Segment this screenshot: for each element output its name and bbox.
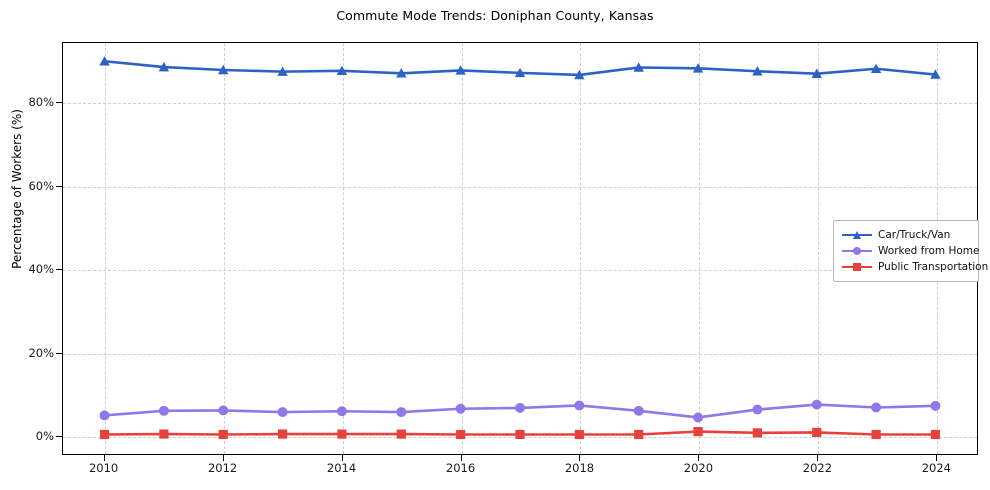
x-tick-label: 2024 — [921, 461, 951, 475]
x-tick-label: 2012 — [207, 461, 238, 475]
data-point-marker — [277, 66, 288, 76]
x-tick-mark — [222, 455, 224, 461]
x-tick-label: 2010 — [88, 461, 119, 475]
legend-item[interactable]: Worked from Home — [842, 243, 979, 258]
x-tick-label: 2014 — [326, 461, 357, 475]
data-point-marker — [99, 410, 110, 421]
x-tick-mark — [460, 455, 462, 461]
data-point-marker — [218, 405, 229, 416]
data-point-marker — [870, 63, 882, 73]
data-point-marker — [337, 429, 347, 439]
data-point-marker — [633, 405, 644, 416]
data-point-marker — [752, 428, 762, 438]
data-point-marker — [871, 402, 882, 413]
data-point-marker — [515, 402, 525, 413]
data-point-marker — [218, 64, 229, 75]
x-tick-mark — [579, 455, 581, 461]
chart-title: Commute Mode Trends: Doniphan County, Ka… — [336, 8, 654, 23]
x-tick-mark — [817, 455, 819, 461]
data-point-marker — [930, 429, 941, 440]
legend-marker-triangle-icon — [853, 231, 861, 239]
data-point-marker — [336, 65, 348, 76]
data-point-marker — [633, 62, 644, 72]
legend-label: Worked from Home — [878, 244, 980, 257]
data-point-marker — [812, 427, 822, 437]
data-point-marker — [158, 61, 170, 72]
y-tick-label: 0% — [35, 429, 54, 444]
legend-label: Car/Truck/Van — [878, 228, 951, 241]
y-tick-mark — [56, 436, 62, 438]
x-tick-mark — [698, 455, 700, 461]
data-point-marker — [159, 429, 169, 439]
y-tick-label: 60% — [28, 178, 54, 193]
plot-area — [62, 42, 978, 455]
y-tick-mark — [56, 102, 62, 104]
y-tick-label: 80% — [28, 95, 54, 110]
x-tick-label: 2020 — [683, 461, 714, 475]
legend-swatch — [842, 228, 872, 242]
data-point-marker — [99, 429, 110, 440]
data-point-marker — [455, 403, 466, 414]
legend-swatch — [842, 244, 872, 258]
gridline-vertical — [580, 43, 582, 454]
data-point-marker — [693, 427, 703, 437]
data-point-marker — [752, 404, 763, 415]
y-tick-label: 20% — [28, 345, 54, 360]
gridline-vertical — [342, 43, 344, 454]
data-point-marker — [930, 400, 941, 411]
data-point-marker — [455, 65, 466, 75]
y-tick-mark — [56, 269, 62, 271]
data-point-marker — [278, 429, 288, 439]
legend-label: Public Transportation — [878, 260, 989, 273]
data-point-marker — [336, 406, 347, 417]
data-point-marker — [634, 429, 644, 440]
data-point-marker — [396, 407, 407, 418]
data-point-marker — [752, 66, 763, 76]
x-tick-label: 2016 — [445, 461, 476, 475]
y-tick-mark — [56, 185, 62, 187]
gridline-vertical — [223, 43, 225, 454]
legend-marker-circle-icon — [853, 247, 861, 255]
legend-item[interactable]: Car/Truck/Van — [842, 227, 969, 242]
chart-legend[interactable]: Car/Truck/Van Worked from Home Public Tran… — [833, 220, 988, 282]
series-lines — [99, 56, 941, 440]
legend-marker-square-icon — [853, 263, 861, 271]
data-point-marker — [811, 68, 822, 78]
data-point-marker — [692, 63, 704, 73]
gridline-vertical — [699, 43, 701, 454]
data-point-marker — [574, 400, 585, 411]
data-point-marker — [396, 68, 407, 78]
data-point-marker — [574, 69, 585, 80]
gridline-horizontal — [63, 270, 977, 272]
x-tick-mark — [103, 455, 105, 461]
gridline-horizontal — [63, 186, 977, 188]
gridline-vertical — [104, 43, 106, 454]
data-point-marker — [871, 429, 881, 440]
x-tick-mark — [341, 455, 343, 461]
legend-item[interactable]: Public Transportation — [842, 259, 988, 274]
y-tick-mark — [56, 352, 62, 354]
data-point-marker — [218, 429, 228, 440]
gridline-vertical — [818, 43, 820, 454]
data-point-marker — [930, 69, 941, 79]
legend-swatch — [842, 260, 872, 274]
gridline-horizontal — [63, 353, 977, 355]
x-tick-mark — [936, 455, 938, 461]
x-tick-label: 2022 — [802, 461, 833, 475]
data-point-marker — [811, 399, 822, 410]
data-point-marker — [158, 405, 169, 416]
data-point-marker — [99, 56, 110, 66]
data-point-marker — [277, 407, 288, 418]
data-point-marker — [514, 67, 526, 78]
gridline-horizontal — [63, 103, 977, 105]
gridline-vertical — [461, 43, 463, 454]
data-point-marker — [396, 429, 406, 439]
data-point-marker — [574, 429, 584, 440]
data-point-marker — [456, 429, 466, 440]
data-point-marker — [515, 429, 525, 440]
y-tick-label: 40% — [28, 262, 54, 277]
data-point-marker — [693, 412, 704, 423]
x-tick-label: 2018 — [564, 461, 595, 475]
